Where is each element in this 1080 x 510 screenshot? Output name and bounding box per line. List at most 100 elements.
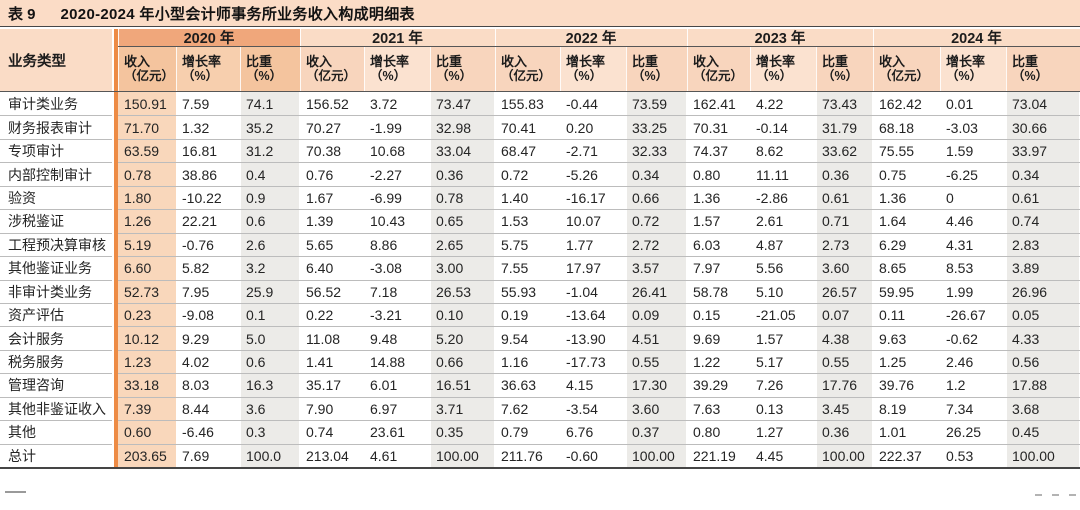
page-title: 2020-2024 年小型会计师事务所业务收入构成明细表 [60,5,415,23]
subheader-line1: 收入 [124,54,151,69]
value-cell: 4.38 [816,326,873,350]
subheader-line1: 比重 [436,54,463,69]
value-cell: 203.65 [118,443,176,467]
value-cell: 0.36 [816,162,873,186]
value-cell: 4.46 [940,209,1006,232]
value-cell: 0.6 [240,349,300,374]
value-cell: 0.37 [626,420,687,444]
row-label-cell: 其他非鉴证收入 [0,396,112,421]
value-cell: 26.25 [940,420,1006,443]
value-cell: 0.13 [750,396,816,420]
footer-dash-icon [5,491,26,493]
value-cell: 33.25 [626,115,687,139]
year-header-cell: 2022 年 [495,29,687,47]
row-label-cell: 工程预决算审核 [0,232,112,257]
value-cell: -3.54 [560,396,626,420]
value-cell: 2.83 [1006,232,1080,257]
value-cell: 59.95 [873,279,940,303]
subheader-line1: 比重 [822,54,849,69]
value-cell: 3.00 [430,256,495,280]
value-cell: 1.2 [940,373,1006,396]
subheader-line1: 增长率 [370,54,410,69]
value-cell: 0.71 [816,209,873,233]
value-cell: 17.88 [1006,373,1080,397]
value-cell: 0.76 [300,162,364,185]
value-cell: 1.67 [300,185,364,209]
value-cell: 5.82 [176,256,240,279]
value-cell: 222.37 [873,443,940,467]
table-row: 资产评估 0.23 -9.08 0.1 0.22 -3.21 0.10 0.19 -13.64 0… [0,302,1080,327]
value-cell: 0.34 [1006,162,1080,186]
value-cell: 5.56 [750,256,816,279]
value-cell: 155.83 [501,95,544,112]
value-cell: 33.62 [816,138,873,163]
subheader-cell: 收入 （亿元） [118,47,176,91]
value-cell: 5.19 [118,232,176,257]
table-row: 税务服务 1.23 4.02 0.6 1.41 14.88 0.66 1.16 -17.73 0.… [0,349,1080,374]
table-row: 工程预决算审核 5.19 -0.76 2.6 5.65 8.86 2.65 5.75 1.77 2… [0,232,1080,257]
value-cell: 0.78 [430,185,495,210]
value-cell: 7.34 [940,396,1006,420]
subheader-line2: （亿元） [693,69,744,83]
subheader-cell: 增长率 （%） [364,47,430,91]
value-cell: 0.72 [626,209,687,233]
value-cell: 14.88 [364,349,430,373]
value-cell: 3.6 [240,396,300,421]
value-cell: 8.65 [873,256,940,279]
value-cell: 1.80 [118,185,176,210]
accent-bar-segment [112,326,118,350]
value-cell: 3.2 [240,256,300,280]
value-cell: 156.52 [306,95,349,112]
subheader-cell: 增长率 （%） [940,47,1006,91]
value-cell: 100.00 [1006,443,1080,467]
value-cell: 3.60 [626,396,687,421]
subheader-line1: 比重 [632,54,659,69]
value-cell: 26.57 [816,279,873,303]
value-cell: 4.33 [1006,326,1080,350]
value-cell: 0.66 [626,185,687,210]
value-cell: 73.59 [626,92,687,116]
table-row: 其他 0.60 -6.46 0.3 0.74 23.61 0.35 0.79 6.76 0.37 0… [0,420,1080,444]
value-cell: 1.32 [176,115,240,138]
value-cell: 5.65 [300,232,364,256]
value-cell: 0.07 [816,302,873,327]
year-header-cell: 2023 年 [687,29,873,47]
value-cell: 2.72 [626,232,687,257]
value-cell: 4.22 [756,95,784,112]
value-cell: 35.17 [300,373,364,396]
value-cell: 10.07 [560,209,626,232]
subheader-line2: （%） [182,69,219,83]
table-row: 内部控制审计 0.78 38.86 0.4 0.76 -2.27 0.36 0.72 -5.26… [0,162,1080,186]
value-cell: 0.75 [873,162,940,185]
value-cell: 26.41 [626,279,687,303]
value-cell: 9.29 [176,326,240,349]
table-row: 会计服务 10.12 9.29 5.0 11.08 9.48 5.20 9.54 -13.90 4… [0,326,1080,350]
subheader-line2: （亿元） [501,69,552,83]
accent-bar-segment [112,302,118,327]
value-cell: -0.62 [940,326,1006,349]
row-label-cell: 审计类业务 [0,92,112,116]
row-label-cell: 非审计类业务 [0,279,112,303]
subheader-line1: 比重 [1012,54,1039,69]
table-row: 验资 1.80 -10.22 0.9 1.67 -6.99 0.78 1.40 -16.17 0.… [0,185,1080,210]
table-row: 非审计类业务 52.73 7.95 25.9 56.52 7.18 26.53 55.93 -1… [0,279,1080,303]
value-cell: 7.95 [176,279,240,303]
value-cell: 0.53 [940,443,1006,467]
value-cell: 70.31 [687,115,750,138]
value-cell: 16.81 [176,138,240,162]
value-cell: 73.04 [1006,92,1080,116]
row-label-cell: 管理咨询 [0,373,112,397]
value-cell: 9.69 [687,326,750,349]
value-cell: 1.25 [873,349,940,373]
corner-header-cell: 业务类型 [0,29,112,91]
value-cell: -2.27 [364,162,430,185]
row-label-cell: 资产评估 [0,302,112,327]
value-cell: 17.30 [626,373,687,397]
value-cell: 8.62 [750,138,816,162]
accent-bar-segment [112,92,118,116]
value-cell: 25.9 [240,279,300,303]
value-cell: 33.18 [118,373,176,397]
value-cell: 0.72 [495,162,560,185]
value-cell: 100.00 [626,443,687,467]
